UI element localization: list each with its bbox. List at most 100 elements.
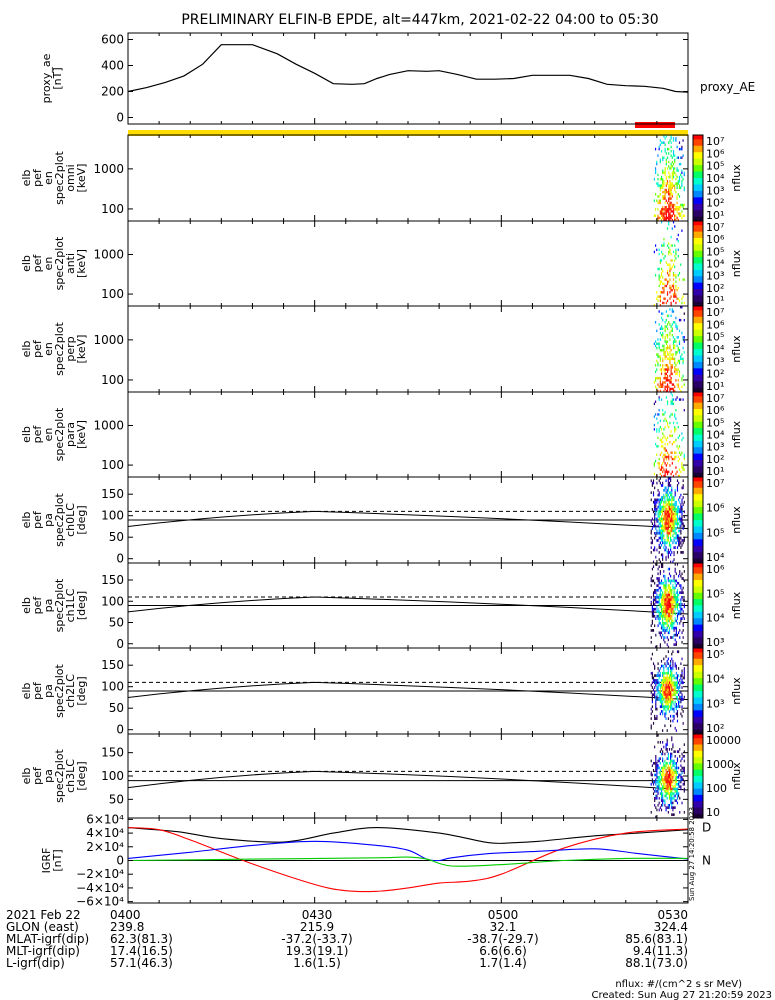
colorbar-segment xyxy=(693,165,703,168)
pa-spectrogram-cell xyxy=(678,681,680,685)
spectrogram-cell xyxy=(663,297,665,300)
spectrogram-cell xyxy=(668,242,670,245)
spectrogram-cell xyxy=(666,400,669,403)
pa-spectrogram-cell xyxy=(665,612,667,616)
pa-spectrogram-cell xyxy=(671,738,673,742)
colorbar-segment xyxy=(693,152,703,155)
pa-spectrogram-cell xyxy=(665,522,667,526)
colorbar-segment xyxy=(693,218,703,222)
pa-spectrogram-cell xyxy=(670,524,672,528)
pa-spectrogram-cell xyxy=(670,531,672,535)
colorbar-segment xyxy=(693,725,703,729)
pa-spectrogram-cell xyxy=(671,667,673,670)
pa-spectrogram-cell xyxy=(667,510,669,514)
pa-spectrogram-cell xyxy=(663,674,665,677)
spectrogram-cell xyxy=(681,210,683,213)
spectrogram-cell xyxy=(662,252,664,256)
spectrogram-cell xyxy=(654,193,657,196)
colorbar-segment xyxy=(693,205,703,209)
pa-spectrogram-cell xyxy=(670,536,672,540)
spectrogram-cell xyxy=(670,366,672,369)
spectrogram-cell xyxy=(672,284,675,288)
spectrogram-cell xyxy=(680,453,682,457)
pa-spectrogram-cell xyxy=(666,707,668,711)
pa-spectrogram-cell xyxy=(668,794,671,798)
colorbar-segment xyxy=(693,639,703,643)
pa-spectrogram-cell xyxy=(671,515,673,518)
colorbar-tick-label: 10⁷ xyxy=(706,135,724,148)
pa-spectrogram-cell xyxy=(671,598,673,602)
spectrogram-cell xyxy=(672,154,675,157)
pa-spectrogram-cell xyxy=(658,546,660,549)
spectrogram-cell xyxy=(657,154,659,157)
pa-spectrogram-cell xyxy=(676,522,679,526)
pa-spectrogram-cell xyxy=(655,598,657,602)
spectrogram-cell xyxy=(671,383,673,386)
pa-spectrogram-cell xyxy=(667,529,669,533)
spectrogram-cell xyxy=(671,457,673,461)
pa-spectrogram-cell xyxy=(683,780,685,784)
spectrogram-cell xyxy=(668,186,670,190)
spectrogram-cell xyxy=(659,383,661,386)
spectrogram-cell xyxy=(654,460,657,463)
colorbar-segment xyxy=(693,428,703,431)
spectrogram-cell xyxy=(669,188,671,192)
spectrogram-cell xyxy=(674,321,676,324)
pa-spectrogram-cell xyxy=(654,531,656,535)
colorbar-segment xyxy=(693,489,703,493)
spectrogram-cell xyxy=(680,355,682,358)
spectrogram-cell xyxy=(678,351,681,354)
pa-spectrogram-cell xyxy=(662,705,664,709)
pa-spectrogram-cell xyxy=(668,512,671,516)
pa-spectrogram-cell xyxy=(673,551,675,554)
spectrogram-cell xyxy=(662,349,664,352)
colorbar-segment xyxy=(693,269,703,273)
pa-spectrogram-cell xyxy=(662,593,664,597)
spectrogram-cell xyxy=(681,229,683,232)
panel-ylabel: ch3LC xyxy=(64,759,77,793)
y-tick-label: 150 xyxy=(101,487,124,501)
spectrogram-cell xyxy=(657,216,659,220)
spectrogram-cell xyxy=(654,400,657,403)
pa-spectrogram-cell xyxy=(680,600,682,604)
spectrogram-cell xyxy=(668,366,670,369)
y-tick-label: 50 xyxy=(109,616,124,630)
pa-spectrogram-cell xyxy=(665,493,667,497)
pa-spectrogram-cell xyxy=(670,596,672,599)
spectrogram-cell xyxy=(670,413,672,416)
pa-spectrogram-cell xyxy=(659,570,661,573)
pa-spectrogram-cell xyxy=(657,600,659,604)
pa-spectrogram-cell xyxy=(674,531,676,535)
pa-spectrogram-cell xyxy=(665,503,667,506)
spectrogram-cell xyxy=(678,374,681,378)
spectrogram-cell xyxy=(672,342,675,345)
pa-spectrogram-cell xyxy=(675,676,677,680)
pa-spectrogram-cell xyxy=(670,707,672,711)
pa-spectrogram-cell xyxy=(670,546,672,549)
spectrogram-cell xyxy=(675,472,677,476)
pa-spectrogram-cell xyxy=(670,702,672,706)
spectrogram-cell xyxy=(682,398,684,401)
pa-spectrogram-cell xyxy=(673,577,675,580)
pa-spectrogram-cell xyxy=(662,801,664,805)
spectrogram-cell xyxy=(665,190,667,194)
spectrogram-cell xyxy=(671,284,673,288)
colorbar-segment xyxy=(693,357,703,361)
spectrogram-cell xyxy=(681,216,683,220)
pa-spectrogram-cell xyxy=(673,596,675,599)
pa-spectrogram-cell xyxy=(663,574,665,578)
spectrogram-cell xyxy=(659,259,661,262)
pa-spectrogram-cell xyxy=(666,629,668,632)
spectrogram-cell xyxy=(675,438,677,442)
spectrogram-cell xyxy=(675,252,677,256)
spectrogram-cell xyxy=(662,186,664,190)
colorbar-segment xyxy=(693,773,703,777)
y-tick-label: −2×10⁴ xyxy=(76,867,124,881)
pa-spectrogram-cell xyxy=(674,491,676,495)
pa-spectrogram-cell xyxy=(667,481,669,485)
spectrogram-cell xyxy=(668,379,670,382)
spectrogram-cell xyxy=(656,346,658,350)
colorbar-segment xyxy=(693,364,703,367)
pa-spectrogram-cell xyxy=(670,688,672,692)
spectrogram-cell xyxy=(678,208,681,211)
